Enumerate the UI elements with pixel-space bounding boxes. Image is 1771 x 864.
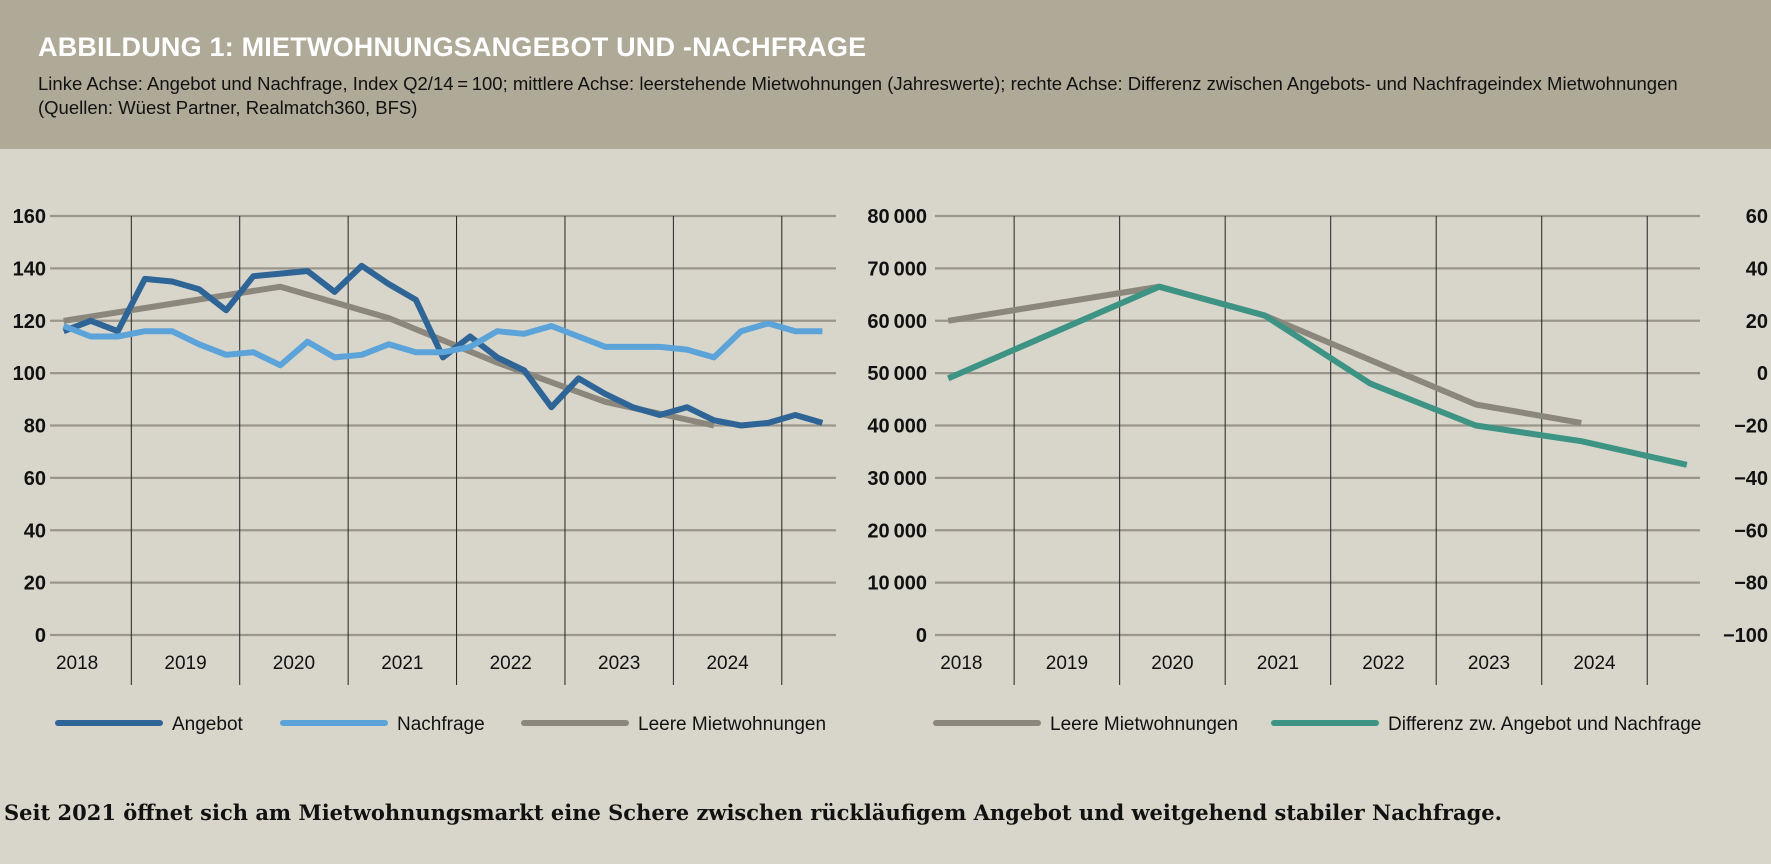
legend-label: Differenz zw. Angebot und Nachfrage (1388, 714, 1701, 735)
y-tick-label: 40 (24, 520, 46, 542)
y-tick-label: 20 (24, 573, 46, 595)
x-tick-label: 2021 (381, 653, 423, 674)
y-tick-label: 70 000 (867, 258, 927, 280)
x-tick-label: 2023 (1468, 653, 1510, 674)
legend-label: Angebot (172, 714, 244, 735)
y2-tick-label: −20 (1734, 416, 1768, 438)
x-tick-label: 2018 (940, 653, 982, 674)
legend: Angebot Nachfrage Leere Mietwohnungen Leere… (55, 714, 1701, 735)
x-tick-label: 2019 (1046, 653, 1088, 674)
x-tick-label: 2020 (273, 653, 315, 674)
y2-tick-label: −40 (1734, 468, 1768, 490)
y-tick-label: 160 (13, 206, 46, 228)
series-line-differenz-zw-angebot-und-nachfrage (947, 283, 1688, 468)
legend-label: Nachfrage (397, 714, 485, 735)
y-tick-label: 60 (24, 468, 46, 490)
y-tick-label: 40 000 (867, 416, 927, 438)
y-tick-label: 140 (13, 258, 46, 280)
y2-tick-label: −80 (1734, 573, 1768, 595)
y-tick-label: 10 000 (867, 573, 927, 595)
x-tick-label: 2022 (1362, 653, 1404, 674)
legend-label: Leere Mietwohnungen (1050, 714, 1238, 735)
y-tick-label: 100 (13, 363, 46, 385)
y2-tick-label: 0 (1757, 363, 1768, 385)
y-tick-label: 30 000 (867, 468, 927, 490)
y-tick-label: 50 000 (867, 363, 927, 385)
y2-tick-label: −100 (1723, 625, 1768, 647)
series-line-angebot (62, 262, 824, 429)
figure-subtitle: Linke Achse: Angebot und Nachfrage, Inde… (38, 73, 1678, 118)
x-tick-label: 2019 (164, 653, 206, 674)
series-line-leere-mietwohnungen (63, 283, 715, 429)
y-tick-label: 20 000 (867, 520, 927, 542)
figure-caption: Seit 2021 öffnet sich am Mietwohnungsmar… (4, 800, 1502, 825)
x-tick-label: 2020 (1151, 653, 1193, 674)
series-line-leere-mietwohnungen (947, 283, 1582, 426)
x-tick-label: 2021 (1257, 653, 1299, 674)
right-chart: 0 10 000 20 000 30 000 40 000 50 000 60 000 70 … (867, 206, 1768, 685)
y-tick-label: 80 000 (867, 206, 927, 228)
legend-label: Leere Mietwohnungen (638, 714, 826, 735)
x-tick-label: 2023 (598, 653, 640, 674)
y2-tick-label: 20 (1746, 311, 1768, 333)
series-line-nachfrage (62, 320, 823, 369)
y-tick-label: 0 (35, 625, 46, 647)
y2-tick-label: −60 (1734, 520, 1768, 542)
x-tick-label: 2024 (706, 653, 749, 674)
y-tick-label: 120 (13, 311, 46, 333)
y2-tick-label: 40 (1746, 258, 1768, 280)
y-tick-label: 0 (916, 625, 927, 647)
x-tick-label: 2022 (490, 653, 532, 674)
x-tick-label: 2024 (1573, 653, 1616, 674)
header-banner: ABBILDUNG 1: MIETWOHNUNGSANGEBOT UND -NA… (0, 0, 1771, 149)
x-tick-label: 2018 (56, 653, 98, 674)
y-tick-label: 80 (24, 416, 46, 438)
figure-title: ABBILDUNG 1: MIETWOHNUNGSANGEBOT UND -NA… (38, 32, 867, 62)
y2-tick-label: 60 (1746, 206, 1768, 228)
y-tick-label: 60 000 (867, 311, 927, 333)
left-chart: 0 20 40 60 80 100 120 140 160 2018 2019 2020 2021 202… (13, 206, 836, 685)
